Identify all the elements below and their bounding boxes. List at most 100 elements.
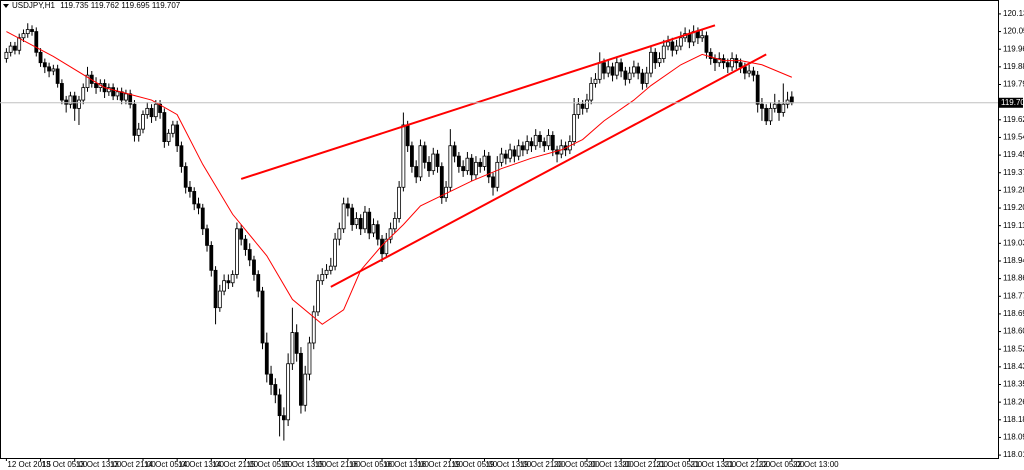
x-tick-label: 19 Oct 21:00 — [520, 460, 566, 469]
candle-body — [414, 166, 419, 178]
candle-body — [260, 290, 265, 344]
candle-body — [119, 91, 124, 101]
candle-body — [371, 224, 376, 234]
candle-body — [674, 45, 679, 51]
candle-body — [183, 166, 188, 188]
candle-body — [644, 72, 649, 84]
y-tick-label: 118.095 — [1003, 433, 1024, 442]
trend-line — [240, 24, 716, 180]
candle-body — [149, 107, 154, 118]
candle-body — [51, 68, 56, 72]
x-tick-label: 15 Oct 21:00 — [315, 460, 361, 469]
candle-body — [593, 78, 598, 84]
x-tick-label: 21 Oct 21:00 — [725, 460, 771, 469]
candle-body — [713, 58, 717, 64]
candle-body — [422, 145, 427, 163]
candle-body — [452, 145, 457, 157]
x-tick-label: 14 Oct 13:00 — [178, 460, 224, 469]
candle-body — [495, 161, 500, 188]
candle-body — [311, 311, 316, 344]
candle-body — [243, 238, 248, 250]
candle-body — [610, 66, 615, 76]
candle-body — [448, 145, 453, 188]
x-tick-label: 16 Oct 21:00 — [417, 460, 463, 469]
y-tick-label: 119.625 — [1003, 115, 1024, 124]
candle-body — [115, 91, 120, 97]
candle-body — [281, 415, 286, 421]
x-tick-label: 16 Oct 05:00 — [349, 460, 395, 469]
candle-body — [614, 62, 619, 76]
candle-body — [597, 62, 602, 80]
candle-body — [696, 31, 700, 39]
candle-body — [55, 68, 60, 84]
candle-body — [328, 265, 333, 271]
candle-body — [678, 37, 683, 47]
candle-body — [358, 218, 363, 230]
candle-body — [580, 103, 585, 109]
candle-body — [77, 99, 81, 109]
candle-body — [661, 45, 666, 59]
candle-body — [286, 363, 291, 421]
moving-average — [6, 31, 793, 325]
candle-body — [141, 114, 145, 130]
candle-body — [486, 155, 491, 178]
y-tick-label: 119.880 — [1003, 62, 1024, 71]
candle-body — [627, 72, 632, 80]
candle-body — [392, 218, 397, 230]
candle-body — [81, 87, 86, 101]
x-tick-label: 19 Oct 13:00 — [485, 460, 531, 469]
candle-body — [132, 103, 137, 136]
candle-body — [499, 153, 504, 163]
y-tick-label: 120.050 — [1003, 27, 1024, 36]
candle-body — [175, 124, 180, 147]
candle-body — [747, 70, 752, 74]
candle-body — [491, 176, 495, 188]
y-tick-label: 118.350 — [1003, 380, 1024, 389]
candle-body — [106, 87, 111, 93]
candle-body — [418, 145, 423, 178]
candle-body — [25, 29, 30, 35]
candle-body — [230, 274, 235, 284]
candle-body — [653, 51, 658, 64]
y-tick-label: 119.200 — [1003, 203, 1024, 212]
candle-body — [341, 203, 346, 230]
y-tick-label: 119.030 — [1003, 238, 1024, 247]
candle-body — [136, 128, 141, 136]
candle-body — [13, 45, 17, 51]
candle-body — [657, 58, 662, 64]
candle-body — [512, 149, 517, 157]
candle-body — [316, 280, 320, 313]
candle-body — [636, 66, 641, 74]
candle-body — [742, 66, 747, 74]
open-value: 119.735 — [60, 1, 89, 10]
y-tick-label: 119.455 — [1003, 150, 1024, 159]
plot-frame — [0, 0, 999, 459]
candle-body — [461, 166, 466, 172]
candle-body — [777, 103, 781, 113]
candle-body — [384, 238, 389, 255]
candle-body — [363, 211, 367, 230]
candle-body — [401, 124, 406, 188]
candle-body — [431, 153, 436, 172]
x-tick-label: 14 Oct 05:00 — [144, 460, 190, 469]
y-tick-label: 118.690 — [1003, 309, 1024, 318]
candle-body — [649, 51, 653, 74]
candle-body — [158, 103, 162, 113]
candle-body — [631, 66, 636, 74]
candle-body — [4, 51, 9, 59]
candle-body — [388, 228, 393, 240]
candle-body — [474, 161, 478, 176]
candle-body — [162, 112, 167, 142]
candle-body — [166, 132, 171, 142]
candle-body — [525, 141, 530, 151]
current-price-box — [999, 97, 1023, 108]
y-tick-label: 120.135 — [1003, 9, 1024, 18]
candle-body — [482, 155, 487, 167]
candle-body — [367, 211, 372, 234]
candle-body — [299, 352, 303, 406]
y-tick-label: 118.775 — [1003, 291, 1024, 300]
candle-body — [277, 394, 282, 417]
candle-body — [375, 224, 380, 240]
high-value: 119.762 — [91, 1, 120, 10]
candle-body — [508, 149, 512, 159]
